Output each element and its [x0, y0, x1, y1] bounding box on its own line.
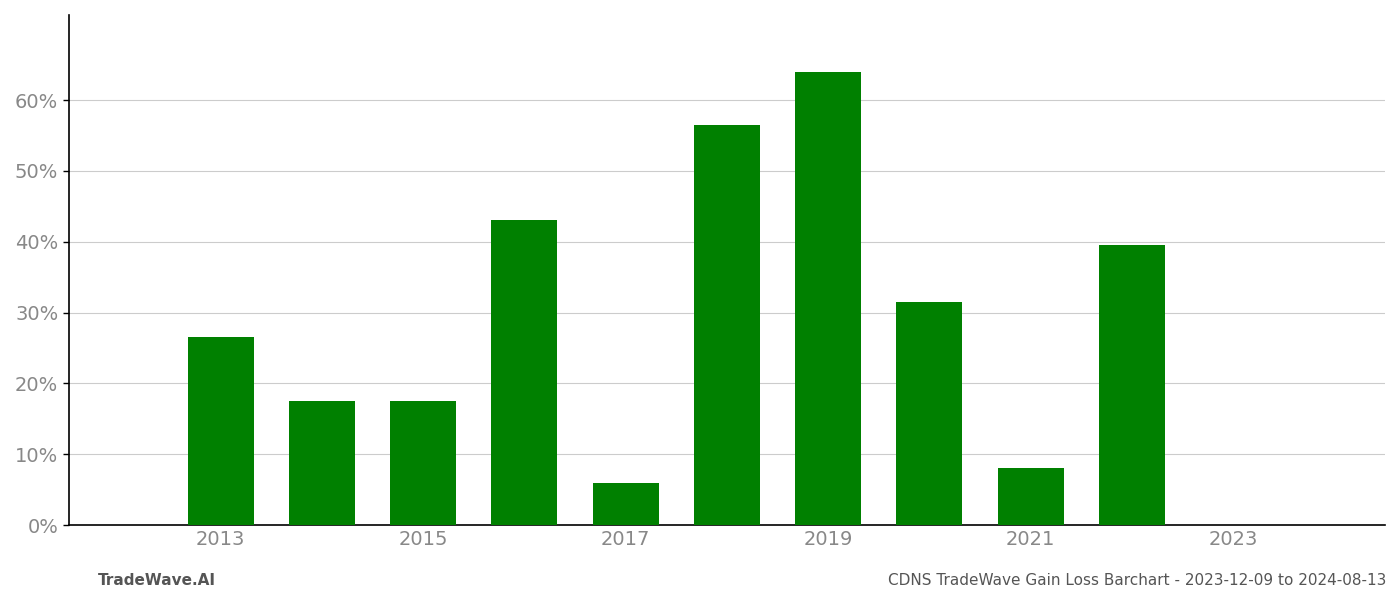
Bar	[694, 125, 760, 525]
Bar	[896, 302, 962, 525]
Bar	[1099, 245, 1165, 525]
Bar	[795, 71, 861, 525]
Text: TradeWave.AI: TradeWave.AI	[98, 573, 216, 588]
Text: CDNS TradeWave Gain Loss Barchart - 2023-12-09 to 2024-08-13: CDNS TradeWave Gain Loss Barchart - 2023…	[888, 573, 1386, 588]
Bar	[288, 401, 354, 525]
Bar	[592, 482, 658, 525]
Bar	[491, 220, 557, 525]
Bar	[391, 401, 456, 525]
Bar	[998, 469, 1064, 525]
Bar	[188, 337, 253, 525]
